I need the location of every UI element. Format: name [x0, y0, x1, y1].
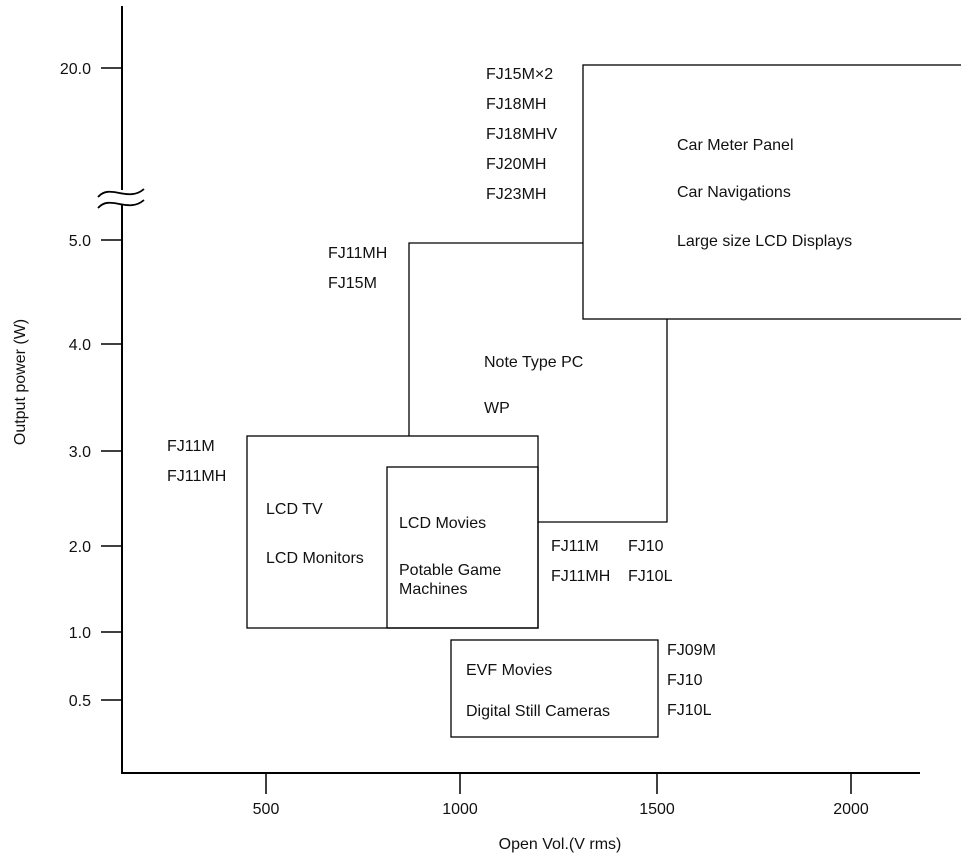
application-label: LCD Movies — [399, 515, 486, 532]
lcd-movies-model-list: FJ11M FJ11MH FJ10 FJ10L — [551, 538, 673, 585]
application-label: Note Type PC — [484, 354, 583, 371]
note-pc-region-outline — [408, 242, 583, 436]
x-axis-title: Open Vol.(V rms) — [499, 836, 622, 853]
large-lcd-model-list: FJ15M×2 FJ18MH FJ18MHV FJ20MH FJ23MH — [486, 66, 557, 203]
model-label: FJ11M — [551, 538, 599, 555]
y-tick-label: 5.0 — [69, 233, 91, 250]
application-label: Car Meter Panel — [677, 137, 794, 154]
model-label: FJ10L — [667, 702, 712, 719]
y-tick-label: 2.0 — [69, 539, 91, 556]
application-label: Potable Game — [399, 562, 501, 579]
model-label: FJ10 — [667, 672, 703, 689]
model-label: FJ11M — [167, 438, 215, 455]
y-axis-title: Output power (W) — [12, 319, 29, 445]
application-label: LCD Monitors — [266, 550, 364, 567]
x-tick-label: 2000 — [833, 801, 869, 818]
model-label: FJ11MH — [328, 245, 387, 262]
lcd-movies-applications: LCD Movies Potable Game Machines — [399, 515, 501, 598]
model-label: FJ23MH — [486, 186, 546, 203]
y-tick-label: 1.0 — [69, 625, 91, 642]
lcd-tv-model-list: FJ11M FJ11MH — [167, 438, 226, 485]
x-tick-label: 1500 — [639, 801, 675, 818]
large-lcd-applications: Car Meter Panel Car Navigations Large si… — [677, 137, 852, 250]
application-label: Car Navigations — [677, 184, 791, 201]
application-label: LCD TV — [266, 501, 323, 518]
model-label: FJ11MH — [167, 468, 226, 485]
model-label: FJ18MHV — [486, 126, 557, 143]
application-label: WP — [484, 400, 510, 417]
note-pc-region-outline-lower — [538, 319, 668, 523]
model-label: FJ20MH — [486, 156, 546, 173]
model-label: FJ18MH — [486, 96, 546, 113]
model-label: FJ11MH — [551, 568, 610, 585]
axis-break-marker — [96, 188, 148, 209]
x-ticks: 500 1000 1500 2000 — [253, 773, 869, 818]
lcd-tv-box — [246, 435, 539, 629]
model-label: FJ15M×2 — [486, 66, 553, 83]
y-tick-label: 20.0 — [60, 61, 91, 78]
large-lcd-box — [582, 64, 961, 320]
model-label: FJ10 — [628, 538, 664, 555]
model-label: FJ15M — [328, 275, 377, 292]
lcd-movies-box — [386, 466, 539, 629]
note-pc-model-list: FJ11MH FJ15M — [328, 245, 387, 292]
evf-model-list: FJ09M FJ10 FJ10L — [667, 642, 716, 719]
x-tick-label: 1000 — [442, 801, 478, 818]
y-ticks: 20.0 5.0 4.0 3.0 2.0 1.0 0.5 — [60, 61, 122, 710]
y-tick-label: 4.0 — [69, 337, 91, 354]
note-pc-applications: Note Type PC WP — [484, 354, 583, 417]
application-label: Machines — [399, 581, 467, 598]
y-tick-label: 0.5 — [69, 693, 91, 710]
model-label: FJ10L — [628, 568, 673, 585]
model-label: FJ09M — [667, 642, 716, 659]
y-tick-label: 3.0 — [69, 444, 91, 461]
application-label: EVF Movies — [466, 662, 552, 679]
evf-box — [450, 639, 659, 738]
application-label: Digital Still Cameras — [466, 703, 610, 720]
x-tick-label: 500 — [253, 801, 280, 818]
application-label: Large size LCD Displays — [677, 233, 852, 250]
evf-applications: EVF Movies Digital Still Cameras — [466, 662, 610, 720]
lcd-tv-applications: LCD TV LCD Monitors — [266, 501, 364, 567]
